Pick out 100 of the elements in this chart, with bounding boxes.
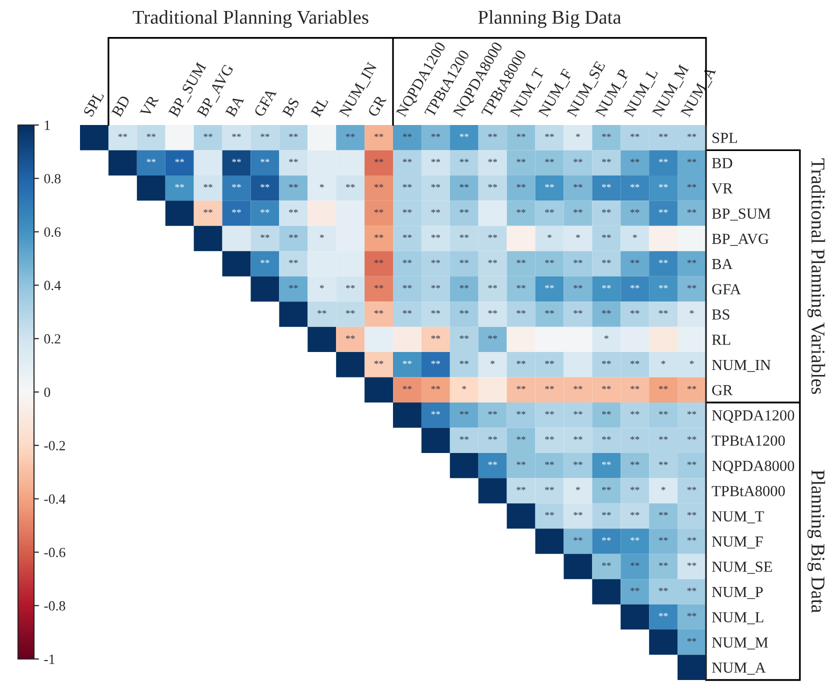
x-tick-label: GFA	[254, 87, 277, 118]
color-bar-label: 1	[44, 120, 50, 130]
data-label: **	[687, 537, 696, 541]
data-label: **	[545, 310, 554, 314]
data-label: **	[289, 260, 298, 264]
data-label: **	[574, 158, 582, 162]
data-label: **	[431, 310, 440, 314]
data-label: **	[687, 612, 696, 616]
y-tick-label: BP_SUM	[712, 208, 771, 221]
data-label: **	[260, 184, 270, 188]
data-label: **	[118, 134, 128, 138]
data-label: **	[516, 134, 526, 138]
color-bar-label: -0.2	[44, 440, 65, 450]
data-label: **	[630, 360, 640, 364]
data-label: **	[175, 158, 184, 162]
data-label: **	[630, 184, 640, 188]
data-label: **	[488, 158, 497, 162]
color-bar-label: 0.2	[44, 334, 60, 344]
data-label: **	[630, 411, 640, 415]
data-label: **	[630, 284, 640, 289]
data-label: **	[630, 386, 640, 390]
data-label: **	[488, 462, 497, 466]
data-label: **	[602, 486, 611, 490]
y-tick-label: NQPDA1200	[712, 410, 794, 423]
data-label: **	[431, 386, 440, 390]
y-tick-label: BS	[712, 309, 730, 320]
data-label: **	[431, 158, 440, 162]
y-tick-label: BD	[712, 158, 732, 168]
data-label: **	[545, 360, 554, 364]
data-label: **	[574, 411, 582, 415]
data-label: **	[346, 335, 355, 339]
data-label: **	[630, 462, 640, 466]
data-label: *	[490, 360, 495, 364]
data-label: **	[630, 588, 640, 592]
data-label: **	[204, 184, 212, 188]
data-label: **	[602, 184, 611, 188]
data-label: **	[545, 486, 554, 490]
data-label: **	[431, 184, 440, 188]
data-label: **	[602, 436, 611, 440]
y-tick-label: TPBtA8000	[712, 486, 785, 496]
color-bar-label: -0.6	[44, 548, 66, 558]
data-label: **	[658, 512, 668, 516]
data-label: **	[658, 386, 668, 390]
y-tick-label: NUM_A	[712, 662, 766, 675]
data-label: **	[658, 209, 668, 213]
data-label: **	[431, 335, 440, 339]
data-label: **	[687, 260, 696, 264]
data-label: **	[260, 260, 270, 264]
data-label: **	[545, 512, 554, 516]
data-label: **	[574, 284, 582, 289]
data-label: **	[545, 260, 554, 264]
x-tick-label: BD	[111, 94, 130, 118]
data-label: **	[574, 209, 582, 213]
data-label: **	[431, 411, 440, 415]
data-label: **	[602, 158, 611, 162]
data-label: **	[658, 588, 668, 592]
data-label: **	[402, 158, 412, 162]
data-label: **	[488, 260, 497, 264]
data-label: **	[602, 284, 611, 289]
data-label: *	[661, 360, 666, 364]
data-label: **	[516, 386, 526, 390]
data-label: **	[545, 411, 554, 415]
data-label: **	[574, 310, 582, 314]
data-label: **	[687, 184, 696, 188]
data-label: **	[374, 158, 384, 162]
y-tick-label: VR	[712, 183, 733, 194]
data-label: *	[548, 234, 552, 238]
data-label: **	[460, 234, 469, 238]
data-label: **	[431, 360, 440, 364]
data-label: **	[402, 310, 412, 314]
data-label: **	[687, 411, 696, 415]
y-tick-label: SPL	[712, 132, 737, 144]
data-label: **	[204, 134, 212, 138]
data-label: **	[402, 360, 412, 364]
data-label: **	[574, 537, 582, 541]
data-label: **	[687, 209, 696, 213]
y-tick-label: NQPDA8000	[712, 460, 794, 474]
data-label: **	[602, 209, 611, 213]
data-label: **	[602, 260, 611, 264]
data-label: **	[460, 260, 469, 264]
data-label: **	[460, 411, 469, 415]
data-label: **	[687, 512, 696, 516]
text: Planning Big Data	[478, 10, 622, 28]
data-label: **	[516, 184, 526, 188]
data-label: **	[602, 562, 611, 566]
y-tick-label: GR	[712, 385, 733, 396]
data-label: *	[576, 234, 580, 238]
data-label: **	[488, 134, 497, 138]
data-label: **	[602, 234, 611, 238]
data-label: **	[516, 436, 526, 440]
data-label: **	[488, 284, 497, 289]
data-label: **	[289, 184, 298, 188]
data-label: *	[690, 360, 694, 364]
data-label: **	[402, 386, 412, 390]
data-label: **	[402, 234, 412, 238]
data-label: **	[630, 310, 640, 314]
data-label: **	[516, 310, 526, 314]
data-label: **	[545, 209, 554, 213]
data-label: **	[374, 234, 384, 238]
data-label: **	[687, 486, 696, 490]
